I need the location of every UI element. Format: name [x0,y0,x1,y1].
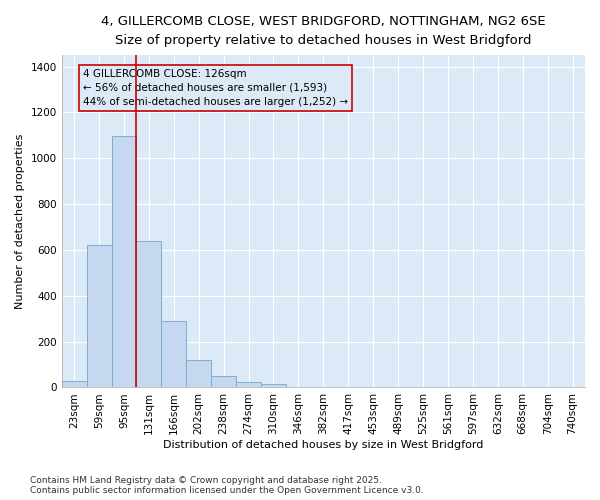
Title: 4, GILLERCOMB CLOSE, WEST BRIDGFORD, NOTTINGHAM, NG2 6SE
Size of property relati: 4, GILLERCOMB CLOSE, WEST BRIDGFORD, NOT… [101,15,545,47]
Bar [211,376,236,388]
Bar [261,384,286,388]
X-axis label: Distribution of detached houses by size in West Bridgford: Distribution of detached houses by size … [163,440,484,450]
Text: 4 GILLERCOMB CLOSE: 126sqm
← 56% of detached houses are smaller (1,593)
44% of s: 4 GILLERCOMB CLOSE: 126sqm ← 56% of deta… [83,69,348,107]
Bar [136,241,161,388]
Bar [62,380,86,388]
Bar [236,382,261,388]
Bar [86,246,112,388]
Bar [112,136,136,388]
Bar [186,360,211,388]
Y-axis label: Number of detached properties: Number of detached properties [15,134,25,309]
Text: Contains HM Land Registry data © Crown copyright and database right 2025.
Contai: Contains HM Land Registry data © Crown c… [30,476,424,495]
Bar [161,321,186,388]
